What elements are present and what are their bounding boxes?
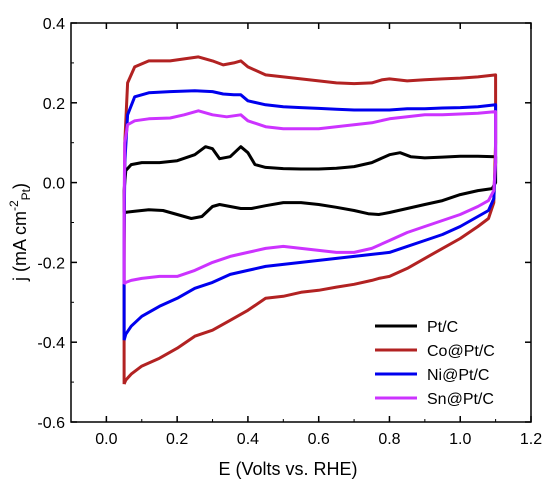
x-tick-label: 0.4 xyxy=(237,431,259,448)
legend-label-co-pt-c: Co@Pt/C xyxy=(427,343,495,360)
series-layer xyxy=(122,55,498,385)
y-tick-label: 0.2 xyxy=(43,96,65,113)
series-line-pt-c xyxy=(122,145,498,220)
y-tick-label: -0.2 xyxy=(37,255,65,272)
plot-border xyxy=(70,22,532,423)
y-axis-ticks: -0.6 -0.4 -0.2 0.0 0.2 0.4 xyxy=(37,16,531,432)
legend-label-pt-c: Pt/C xyxy=(427,319,458,336)
series-line-sn-pt-c xyxy=(122,109,498,286)
y-tick-label: 0.4 xyxy=(43,16,65,33)
x-tick-label: 0.8 xyxy=(378,431,400,448)
x-tick-label: 1.0 xyxy=(449,431,471,448)
legend-label-sn-pt-c: Sn@Pt/C xyxy=(427,391,494,408)
y-tick-label: -0.4 xyxy=(37,335,65,352)
y-tick-label: 0.0 xyxy=(43,176,65,193)
y-axis-title-main: j (mA cm xyxy=(10,211,30,282)
x-tick-label: 0.2 xyxy=(166,431,188,448)
y-tick-label: -0.6 xyxy=(37,415,65,432)
legend-label-ni-pt-c: Ni@Pt/C xyxy=(427,367,489,384)
plot-frame xyxy=(70,22,532,423)
legend: Pt/C Co@Pt/C Ni@Pt/C Sn@Pt/C xyxy=(375,319,495,408)
y-axis-title-close: ) xyxy=(10,183,30,189)
series-line-ni-pt-c xyxy=(122,89,498,341)
y-axis-title: j (mA cm-2Pt) xyxy=(7,183,33,282)
x-axis-title: E (Volts vs. RHE) xyxy=(218,459,357,479)
x-axis-ticks: 0.0 0.2 0.4 0.6 0.8 1.0 1.2 xyxy=(70,23,542,448)
x-tick-label: 0.0 xyxy=(95,431,117,448)
x-tick-label: 0.6 xyxy=(308,431,330,448)
y-axis-title-sup: -2 xyxy=(7,200,21,211)
series-line-co-pt-c xyxy=(122,55,498,385)
y-axis-title-sub: Pt xyxy=(19,188,33,200)
x-tick-label: 1.2 xyxy=(520,431,542,448)
